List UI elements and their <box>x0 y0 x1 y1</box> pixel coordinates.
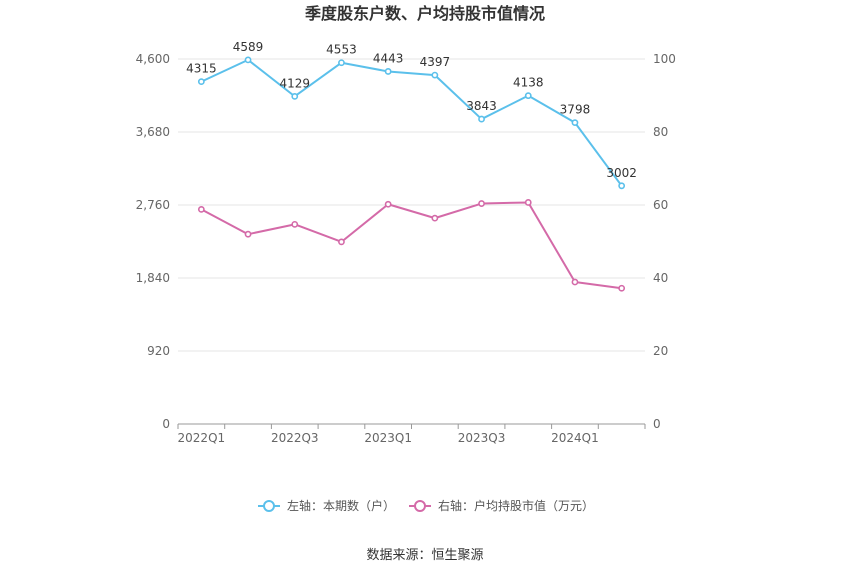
data-label: 3843 <box>466 99 497 113</box>
data-point[interactable] <box>384 68 392 75</box>
legend-item-2[interactable]: 右轴：户均持股市值（万元） <box>409 498 594 513</box>
y-right-tick-label: 0 <box>653 417 661 431</box>
data-point[interactable] <box>571 119 579 127</box>
data-point[interactable] <box>291 220 299 228</box>
data-point[interactable] <box>384 200 392 208</box>
chart-title: 季度股东户数、户均持股市值情况 <box>304 4 545 23</box>
legend[interactable]: 左轴：本期数（户） 右轴：户均持股市值（万元） <box>258 498 594 513</box>
data-point[interactable] <box>431 214 439 222</box>
data-point[interactable] <box>571 278 579 286</box>
grid <box>178 58 645 352</box>
data-label: 3002 <box>606 166 637 180</box>
series-layer: 4315 4589 4129 4553 4443 4397 3843 4138 3798 3002 <box>186 40 637 292</box>
data-point[interactable] <box>478 115 485 123</box>
y-left-tick-label: 920 <box>147 344 170 358</box>
legend-marker-icon <box>263 500 275 512</box>
data-label: 4443 <box>373 51 404 65</box>
data-label: 4138 <box>513 76 544 90</box>
axes: 0 920 1,840 2,760 3,680 4,600 0 20 40 60 80 100 2022… <box>136 52 676 445</box>
x-tick-label: 2023Q3 <box>458 431 506 445</box>
y-left-tick-label: 1,840 <box>136 271 170 285</box>
data-point[interactable] <box>618 182 626 190</box>
data-point[interactable] <box>524 92 532 100</box>
legend-label: 左轴：本期数（户） <box>287 498 395 513</box>
data-point[interactable] <box>244 56 252 64</box>
legend-marker-icon <box>414 500 426 512</box>
legend-label: 右轴：户均持股市值（万元） <box>438 498 594 513</box>
y-left-tick-label: 0 <box>162 417 170 431</box>
data-point[interactable] <box>618 284 626 292</box>
y-left-tick-label: 2,760 <box>136 198 170 212</box>
series-2 <box>197 199 626 292</box>
data-point[interactable] <box>431 71 439 79</box>
data-label: 4553 <box>326 43 357 57</box>
y-right-tick-label: 60 <box>653 198 668 212</box>
y-left-tick-label: 4,600 <box>136 52 170 66</box>
data-point[interactable] <box>338 59 345 67</box>
series-line <box>200 201 622 290</box>
y-left-tick-label: 3,680 <box>136 125 170 139</box>
data-label: 4589 <box>233 40 264 54</box>
series-1: 4315 4589 4129 4553 4443 4397 3843 4138 3798 3002 <box>186 40 637 190</box>
series-line <box>200 58 623 187</box>
data-point[interactable] <box>524 199 532 206</box>
data-point[interactable] <box>338 238 345 246</box>
data-point[interactable] <box>197 205 205 213</box>
data-label: 4129 <box>279 76 310 90</box>
data-point[interactable] <box>244 230 252 238</box>
data-point[interactable] <box>197 78 205 86</box>
y-right-tick-label: 20 <box>653 344 668 358</box>
y-right-tick-label: 80 <box>653 125 668 139</box>
data-point[interactable] <box>478 200 485 207</box>
data-label: 4315 <box>186 62 217 76</box>
data-label: 3798 <box>560 103 591 117</box>
y-right-tick-label: 40 <box>653 271 668 285</box>
data-label: 4397 <box>420 55 451 69</box>
data-source-note: 数据来源：恒生聚源 <box>366 548 483 563</box>
x-tick-label: 2022Q3 <box>271 431 319 445</box>
legend-item-1[interactable]: 左轴：本期数（户） <box>258 498 395 513</box>
x-tick-label: 2022Q1 <box>178 431 226 445</box>
x-tick-label: 2023Q1 <box>364 431 412 445</box>
y-right-tick-label: 100 <box>653 52 676 66</box>
data-point[interactable] <box>291 92 299 100</box>
x-tick-label: 2024Q1 <box>551 431 599 445</box>
